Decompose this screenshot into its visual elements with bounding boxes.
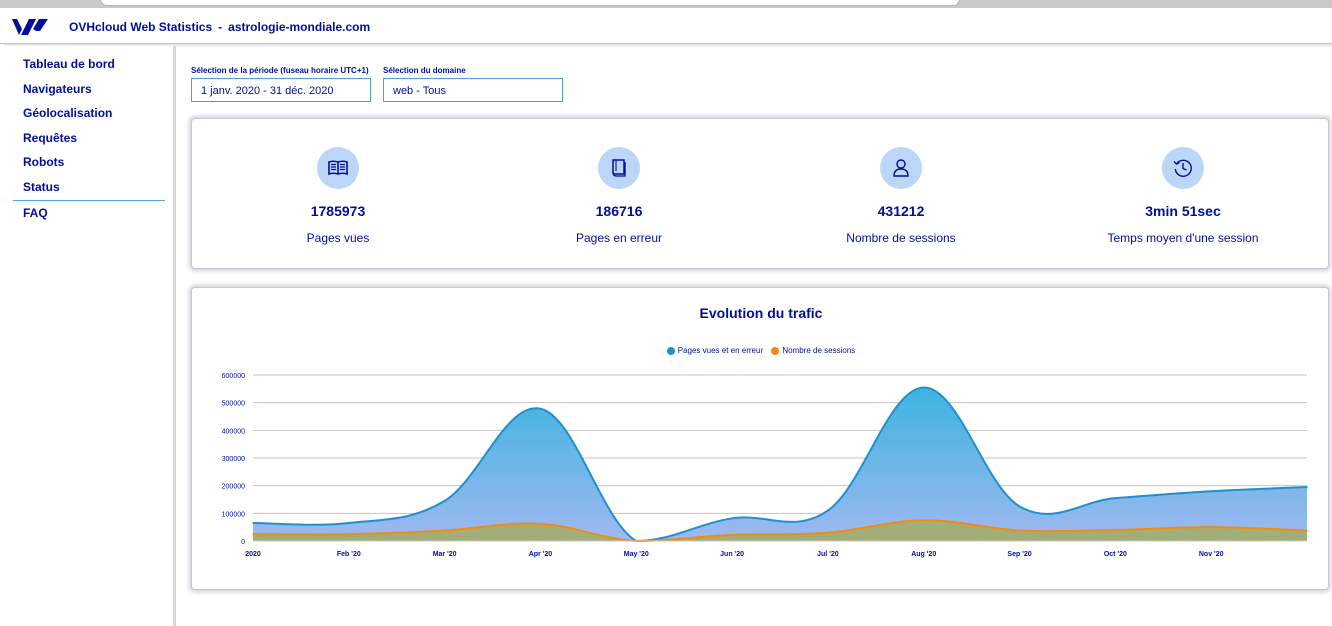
ovhcloud-logo-icon[interactable] (12, 17, 48, 37)
chart-legend: Pages vues et en erreur Nombre de sessio… (192, 346, 1330, 357)
x-tick-label: Aug '20 (911, 551, 936, 558)
legend-label-sessions: Nombre de sessions (782, 346, 856, 355)
header-domain: astrologie-mondiale.com (228, 20, 371, 34)
stat-label: Pages vues (306, 231, 370, 245)
stat-value: 3min 51sec (1145, 203, 1221, 219)
domain-filter: Sélection du domaine web - Tous (383, 66, 563, 102)
sidebar-divider (13, 199, 165, 201)
series-point[interactable] (731, 517, 733, 520)
stat-value: 186716 (595, 203, 643, 219)
series-area-0 (253, 387, 1307, 541)
clock-history-icon (1173, 159, 1192, 177)
stat-icon-circle (598, 147, 640, 189)
series-point[interactable] (252, 533, 254, 535)
stat-label: Nombre de sessions (846, 231, 956, 245)
domain-select[interactable]: web - Tous (383, 78, 563, 102)
series-point[interactable] (827, 531, 829, 534)
series-point[interactable] (252, 522, 254, 524)
series-point[interactable] (539, 407, 542, 410)
x-tick-label: Nov '20 (1199, 551, 1224, 558)
y-tick-label: 200000 (222, 484, 245, 491)
open-book-icon (328, 160, 348, 176)
x-tick-label: May '20 (624, 551, 649, 558)
header-title: OVHcloud Web Statistics - astrologie-mondi… (69, 20, 370, 34)
series-point[interactable] (1018, 505, 1021, 508)
legend-dot-blue (666, 346, 675, 355)
legend-item-sessions[interactable]: Nombre de sessions (771, 346, 855, 355)
series-point[interactable] (731, 534, 733, 536)
sidebar-item-faq[interactable]: FAQ (23, 205, 48, 220)
user-icon (893, 159, 909, 177)
traffic-chart-plot: 0 100000 200000 300000 400000 500000 600000 202… (222, 373, 1308, 558)
series-line-1 (252, 519, 1308, 543)
series-point[interactable] (922, 386, 925, 389)
series-point[interactable] (443, 500, 446, 502)
series-point[interactable] (1306, 529, 1308, 532)
series-point[interactable] (348, 522, 350, 524)
traffic-chart-card: Evolution du trafic Pages vues et en err… (191, 287, 1329, 590)
y-tick-label: 600000 (222, 373, 245, 380)
period-filter: Sélection de la période (fuseau horaire … (191, 66, 371, 102)
sidebar-item-navigateurs[interactable]: Navigateurs (23, 81, 92, 96)
legend-label-pages: Pages vues et en erreur (677, 346, 764, 355)
x-tick-label: Mar '20 (433, 551, 457, 558)
stat-icon-circle (317, 147, 359, 189)
y-tick-label: 0 (241, 539, 245, 546)
stat-icon-circle (1162, 147, 1204, 189)
y-tick-label: 300000 (222, 456, 245, 463)
y-tick-label: 400000 (222, 428, 245, 435)
chart-title: Evolution du trafic (699, 305, 823, 321)
series-point[interactable] (1018, 529, 1021, 532)
series-point[interactable] (827, 509, 829, 512)
stat-icon-circle (880, 147, 922, 189)
stat-pages-vues: 1785973 Pages vues (208, 147, 468, 245)
x-tick-label: Sep '20 (1007, 551, 1031, 558)
series-area-1 (253, 520, 1307, 541)
sidebar-item-requetes[interactable]: Requêtes (23, 130, 78, 145)
stat-value: 431212 (877, 203, 925, 219)
legend-dot-orange (771, 346, 780, 355)
series-point[interactable] (1114, 529, 1117, 531)
series-point[interactable] (539, 523, 542, 525)
series-point[interactable] (1114, 497, 1117, 499)
sidebar-item-tableau-de-bord[interactable]: Tableau de bord (23, 57, 115, 71)
app-name: OVHcloud Web Statistics (69, 20, 213, 34)
x-tick-label: Feb '20 (337, 551, 361, 558)
sidebar-item-geolocalisation[interactable]: Géolocalisation (23, 106, 113, 121)
browser-address-bar[interactable] (100, 0, 960, 6)
domain-filter-label: Sélection du domaine (383, 66, 466, 75)
series-point[interactable] (922, 519, 925, 522)
period-select[interactable]: 1 janv. 2020 - 31 déc. 2020 (191, 78, 371, 102)
stat-value: 1785973 (310, 203, 366, 219)
left-gutter (0, 44, 4, 626)
app-header: OVHcloud Web Statistics - astrologie-mondi… (0, 8, 1332, 44)
header-separator: - (218, 20, 223, 34)
series-point[interactable] (1210, 490, 1212, 492)
y-tick-label: 500000 (222, 401, 245, 408)
stat-label: Pages en erreur (575, 231, 663, 245)
x-tick-label: Oct '20 (1104, 551, 1127, 558)
sidebar-item-robots[interactable]: Robots (23, 155, 65, 170)
series-point[interactable] (1210, 526, 1212, 528)
period-filter-label: Sélection de la période (fuseau horaire … (191, 66, 369, 75)
stat-pages-en-erreur: 186716 Pages en erreur (489, 147, 749, 245)
y-tick-label: 100000 (222, 511, 245, 518)
browser-top-strip (0, 0, 1332, 8)
legend-item-pages[interactable]: Pages vues et en erreur (666, 346, 764, 355)
x-tick-label: Jun '20 (720, 551, 744, 558)
series-point[interactable] (443, 529, 446, 532)
stat-sessions: 431212 Nombre de sessions (771, 147, 1031, 245)
sidebar-item-status[interactable]: Status (23, 179, 60, 194)
x-tick-label: 2020 (245, 551, 261, 558)
x-tick-label: Apr '20 (529, 551, 553, 558)
series-point[interactable] (1306, 486, 1308, 488)
x-tick-label: Jul '20 (817, 551, 839, 558)
sidebar: Tableau de bord Navigateurs Géolocalisat… (4, 46, 176, 626)
series-point[interactable] (348, 533, 350, 535)
error-book-icon (612, 159, 626, 177)
stat-temps-moyen: 3min 51sec Temps moyen d'une session (1053, 147, 1313, 245)
stats-card: 1785973 Pages vues 186716 Pages en erreu… (191, 118, 1329, 269)
stat-label: Temps moyen d'une session (1107, 231, 1259, 245)
